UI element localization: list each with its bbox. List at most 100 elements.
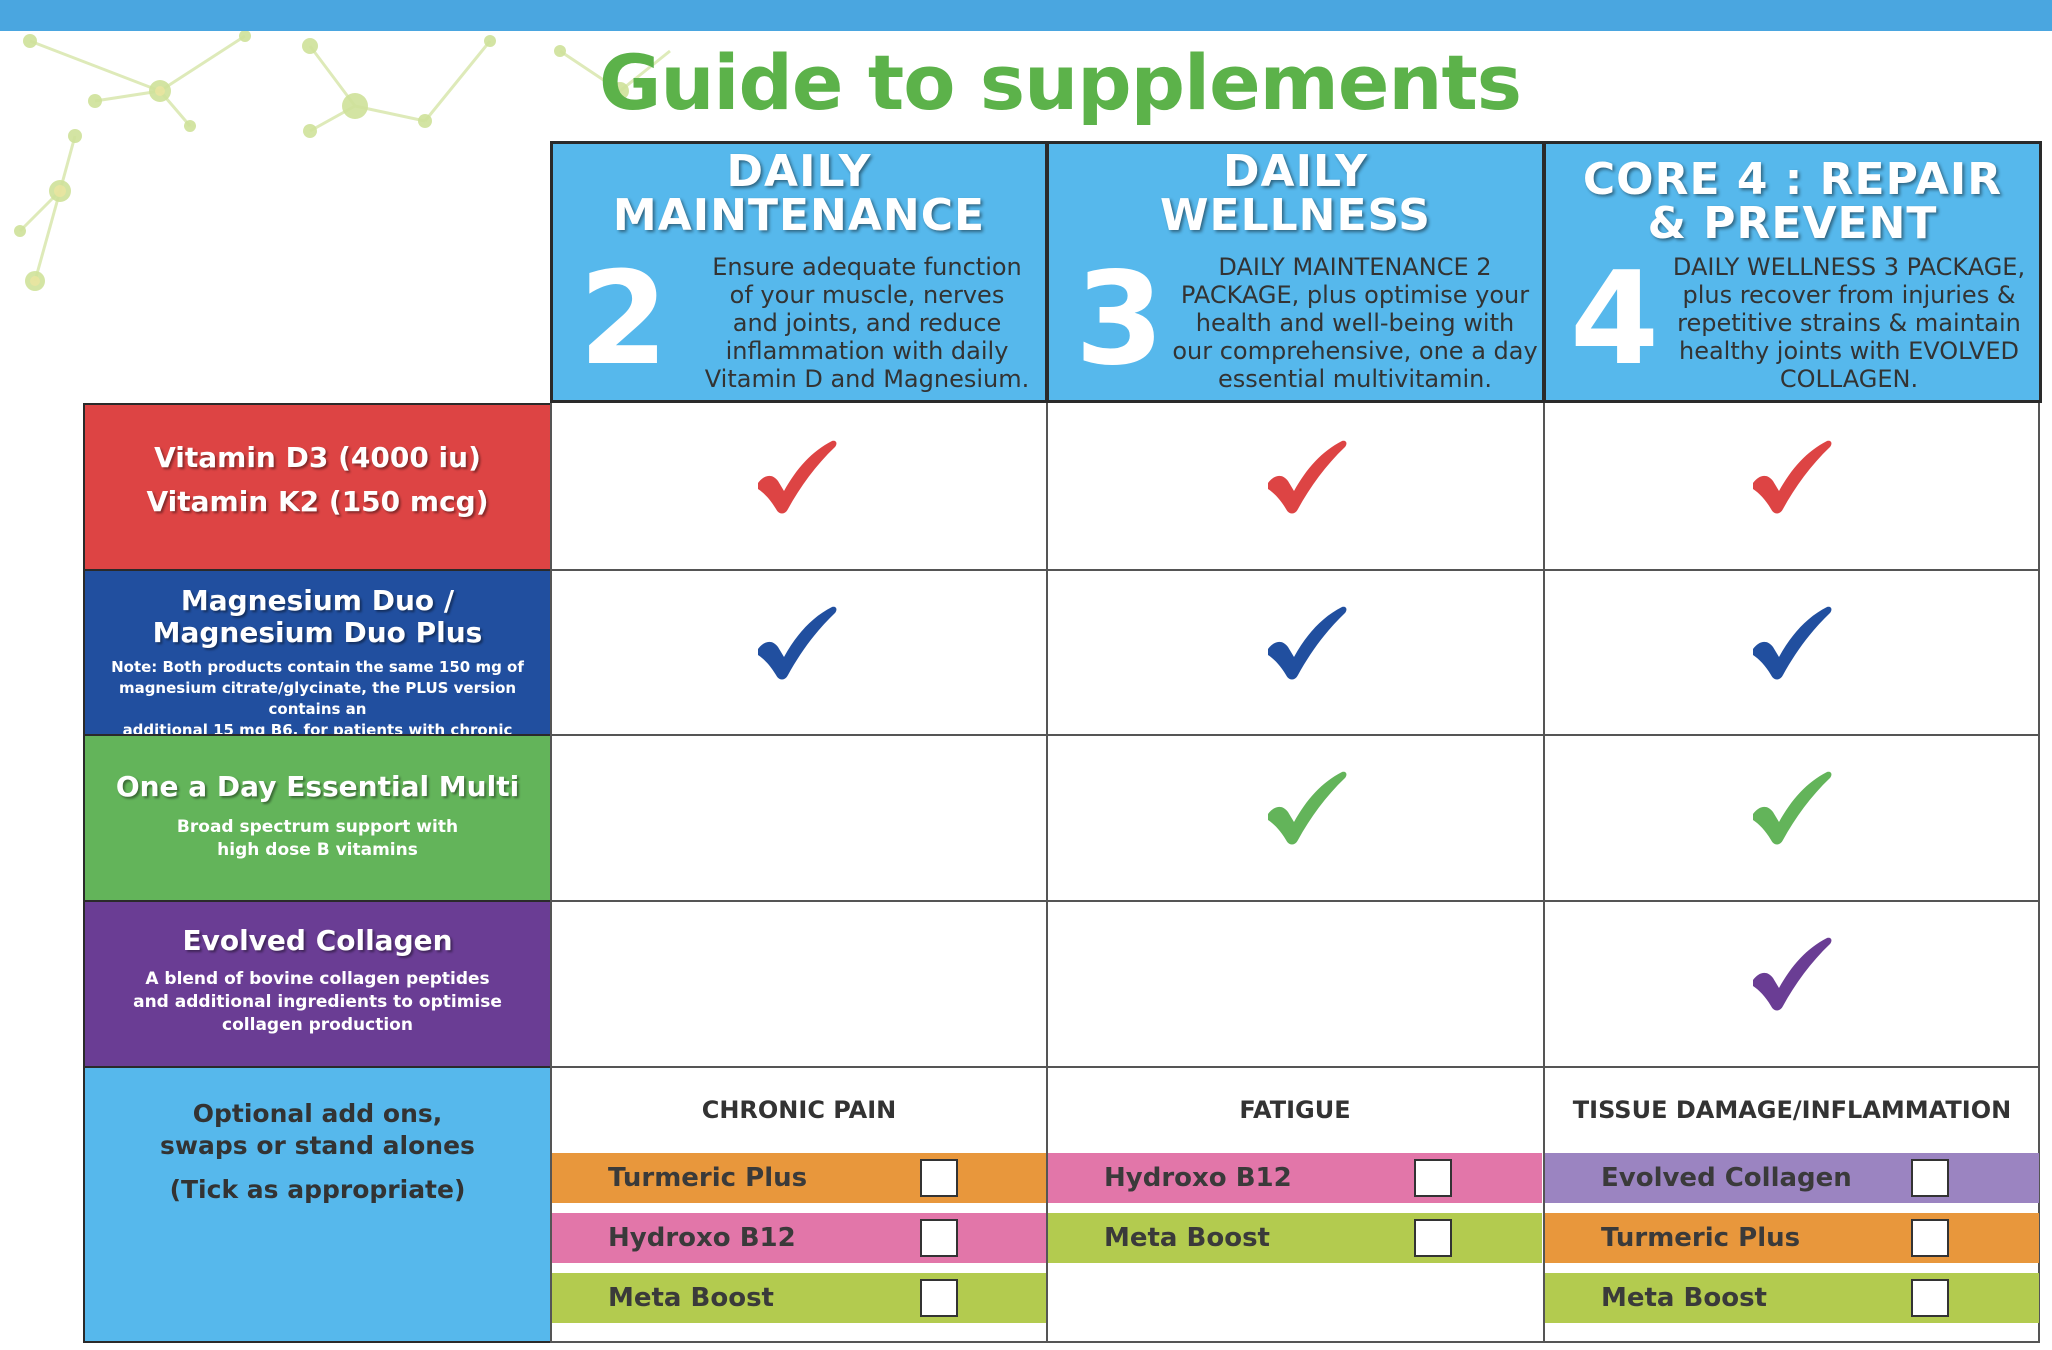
row-note: Note: Both products contain the same 150… (111, 658, 524, 676)
package-4-header: CORE 4 : REPAIR & PREVENT 4 DAILY WELLNE… (1543, 141, 2042, 403)
package-4-description: DAILY WELLNESS 3 PACKAGE, plus recover f… (1656, 253, 2042, 393)
addon-option-meta-boost[interactable]: Meta Boost (1545, 1273, 2039, 1323)
desc-line: Vitamin D and Magnesium. (704, 365, 1030, 393)
package-3-title: DAILY WELLNESS (1049, 150, 1542, 238)
grid-line (1543, 403, 1545, 1343)
row-title: Magnesium Duo / (180, 584, 455, 617)
checkmark-icon (1753, 440, 1832, 514)
row-title: Evolved Collagen (182, 924, 453, 957)
row-title: Vitamin D3 (4000 iu) (154, 441, 481, 474)
package-3-description: DAILY MAINTENANCE 2 PACKAGE, plus optimi… (1165, 253, 1545, 393)
row-label-one-a-day-multi: One a Day Essential Multi Broad spectrum… (83, 734, 552, 902)
grid-line (550, 1341, 2040, 1343)
optional-line2: swaps or stand alones (160, 1131, 475, 1160)
desc-line: healthy joints with EVOLVED (1679, 337, 2019, 365)
addon-option-label: Meta Boost (608, 1283, 774, 1313)
package-2-title: DAILY MAINTENANCE (553, 150, 1045, 238)
addon-option-turmeric-plus[interactable]: Turmeric Plus (552, 1153, 1046, 1203)
checkmark-icon (1268, 606, 1347, 680)
addon-option-label: Evolved Collagen (1601, 1163, 1852, 1193)
addon-option-label: Meta Boost (1104, 1223, 1270, 1253)
addon-option-turmeric-plus[interactable]: Turmeric Plus (1545, 1213, 2039, 1263)
package-2-description: Ensure adequate function of your muscle,… (695, 253, 1039, 393)
molecule-decoration (14, 31, 671, 291)
checkbox[interactable] (920, 1159, 958, 1197)
desc-line: repetitive strains & maintain (1677, 309, 2021, 337)
checkbox[interactable] (920, 1219, 958, 1257)
package-3-title-line2: WELLNESS (1160, 190, 1431, 241)
addon-option-hydroxo-b12[interactable]: Hydroxo B12 (552, 1213, 1046, 1263)
package-4-title-line2: & PREVENT (1647, 198, 1938, 249)
addon-option-label: Meta Boost (1601, 1283, 1767, 1313)
desc-line: of your muscle, nerves (729, 281, 1005, 309)
row-note: magnesium citrate/glycinate, the PLUS ve… (118, 679, 517, 718)
row-label-evolved-collagen: Evolved Collagen A blend of bovine colla… (83, 900, 552, 1068)
checkmark-icon (758, 440, 837, 514)
row-title: Magnesium Duo Plus (152, 616, 483, 649)
row-label-magnesium-duo: Magnesium Duo / Magnesium Duo Plus Note:… (83, 569, 552, 760)
checkbox[interactable] (1414, 1219, 1452, 1257)
addon-heading-chronic-pain: CHRONIC PAIN (701, 1096, 897, 1124)
grid-line (550, 734, 2040, 736)
addon-heading-tissue-damage: TISSUE DAMAGE/INFLAMMATION (1572, 1096, 2012, 1124)
checkmark-icon (1268, 771, 1347, 845)
row-subtitle: collagen production (222, 1015, 413, 1035)
checkbox[interactable] (920, 1279, 958, 1317)
row-title: One a Day Essential Multi (115, 770, 520, 803)
addon-option-meta-boost[interactable]: Meta Boost (1048, 1213, 1542, 1263)
checkmark-icon (1753, 937, 1832, 1011)
checkmark-icon (758, 606, 837, 680)
row-title: Vitamin K2 (150 mcg) (146, 485, 489, 518)
row-label-vitamin-d3-k2: Vitamin D3 (4000 iu) Vitamin K2 (150 mcg… (83, 403, 552, 571)
checkbox[interactable] (1911, 1159, 1949, 1197)
page-title: Guide to supplements (598, 38, 1522, 127)
package-3-header: DAILY WELLNESS 3 DAILY MAINTENANCE 2 PAC… (1046, 141, 1545, 403)
addon-option-label: Turmeric Plus (1601, 1223, 1801, 1253)
grid-line (550, 569, 2040, 571)
addon-option-meta-boost[interactable]: Meta Boost (552, 1273, 1046, 1323)
desc-line: plus recover from injuries & (1682, 281, 2016, 309)
package-4-title-line1: CORE 4 : REPAIR (1582, 154, 2003, 205)
package-3-title-line1: DAILY (1223, 146, 1368, 197)
package-3-number: 3 (1075, 245, 1165, 394)
addon-option-hydroxo-b12[interactable]: Hydroxo B12 (1048, 1153, 1542, 1203)
desc-line: PACKAGE, plus optimise your (1180, 281, 1530, 309)
addon-option-label: Hydroxo B12 (1104, 1163, 1292, 1193)
desc-line: COLLAGEN. (1779, 365, 1919, 393)
grid-line (550, 403, 552, 1343)
package-2-number: 2 (579, 245, 669, 394)
checkmark-icon (1753, 606, 1832, 680)
top-bar (0, 0, 2052, 31)
desc-line: DAILY MAINTENANCE 2 (1218, 253, 1492, 281)
desc-line: our comprehensive, one a day (1172, 337, 1538, 365)
desc-line: DAILY WELLNESS 3 PACKAGE, (1672, 253, 2026, 281)
package-2-title-line1: DAILY (726, 146, 872, 197)
checkmark-icon (1268, 440, 1347, 514)
checkbox[interactable] (1911, 1219, 1949, 1257)
grid-line (2038, 403, 2040, 1343)
addon-option-evolved-collagen[interactable]: Evolved Collagen (1545, 1153, 2039, 1203)
optional-addons-label: Optional add ons, swaps or stand alones … (83, 1066, 552, 1343)
desc-line: essential multivitamin. (1217, 365, 1493, 393)
package-2-header: DAILY MAINTENANCE 2 Ensure adequate func… (550, 141, 1048, 403)
checkmark-icon (1753, 771, 1832, 845)
addon-option-label: Turmeric Plus (608, 1163, 808, 1193)
desc-line: inflammation with daily (725, 337, 1009, 365)
optional-line1: Optional add ons, (192, 1099, 443, 1128)
package-4-title: CORE 4 : REPAIR & PREVENT (1546, 158, 2039, 246)
grid-line (1046, 403, 1048, 1343)
grid-line (550, 900, 2040, 902)
row-subtitle: A blend of bovine collagen peptides (145, 969, 490, 989)
desc-line: and joints, and reduce (732, 309, 1002, 337)
desc-line: health and well-being with (1195, 309, 1515, 337)
checkbox[interactable] (1414, 1159, 1452, 1197)
row-subtitle: high dose B vitamins (217, 840, 418, 860)
addon-heading-fatigue: FATIGUE (1239, 1096, 1351, 1124)
optional-line3: (Tick as appropriate) (169, 1175, 466, 1204)
row-subtitle: Broad spectrum support with (176, 817, 459, 837)
checkbox[interactable] (1911, 1279, 1949, 1317)
row-subtitle: and additional ingredients to optimise (133, 992, 502, 1012)
addon-option-label: Hydroxo B12 (608, 1223, 796, 1253)
grid-line (550, 1066, 2040, 1068)
package-4-number: 4 (1570, 245, 1660, 394)
